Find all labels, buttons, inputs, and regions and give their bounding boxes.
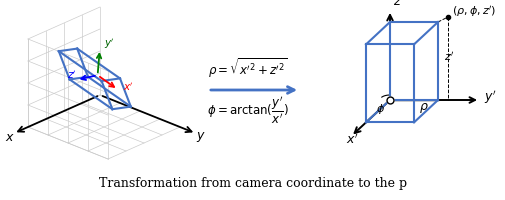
Text: $\rho = \sqrt{x^{\prime 2} + z^{\prime 2}}$: $\rho = \sqrt{x^{\prime 2} + z^{\prime 2… bbox=[208, 56, 287, 80]
Text: $\phi$: $\phi$ bbox=[375, 102, 384, 116]
Text: $x'$: $x'$ bbox=[123, 80, 133, 93]
Text: $z'$: $z'$ bbox=[443, 50, 453, 63]
Text: Transformation from camera coordinate to the p: Transformation from camera coordinate to… bbox=[99, 178, 406, 190]
Text: y: y bbox=[196, 129, 204, 142]
Text: $y'$: $y'$ bbox=[104, 37, 114, 51]
Text: $\phi = \arctan(\dfrac{y^{\prime}}{x^{\prime}})$: $\phi = \arctan(\dfrac{y^{\prime}}{x^{\p… bbox=[207, 94, 288, 126]
Text: x: x bbox=[5, 131, 12, 144]
Text: $(\rho, \phi, z')$: $(\rho, \phi, z')$ bbox=[451, 4, 495, 19]
Text: $\rho$: $\rho$ bbox=[418, 101, 428, 115]
Text: $z'$: $z'$ bbox=[67, 68, 76, 81]
Text: $y'$: $y'$ bbox=[483, 88, 495, 106]
Text: $z'$: $z'$ bbox=[392, 0, 403, 9]
Text: $x'$: $x'$ bbox=[345, 133, 358, 147]
